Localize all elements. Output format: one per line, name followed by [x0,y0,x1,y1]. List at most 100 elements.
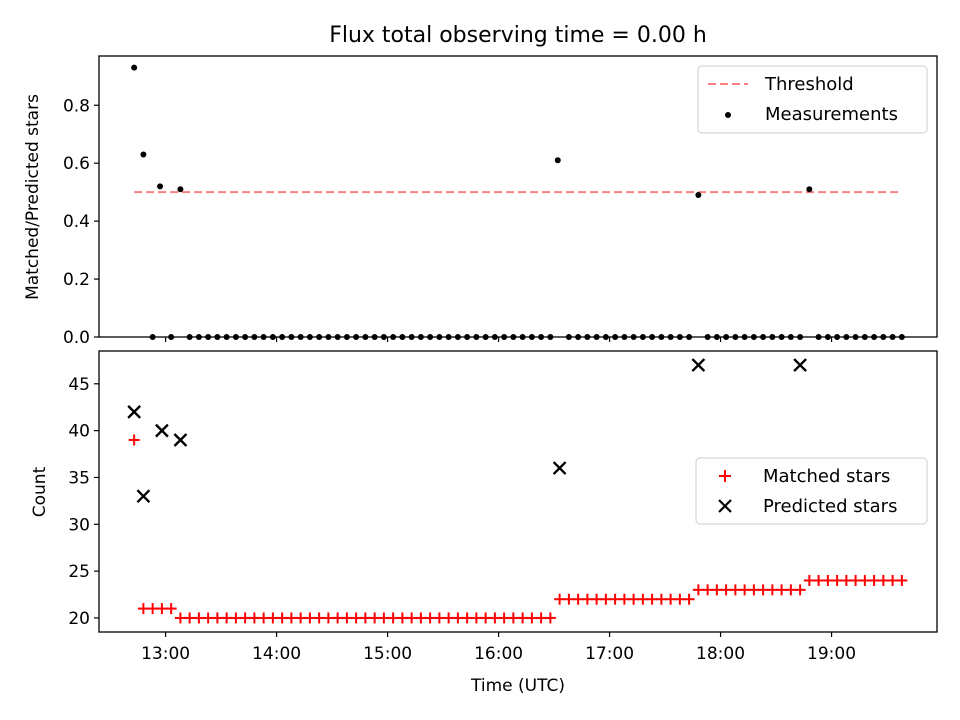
matched-star-point [165,603,177,615]
matched-star-point [443,612,455,624]
matched-star-point [258,612,270,624]
x-tick-label: 14:00 [252,644,301,664]
matched-star-point [850,574,862,586]
matched-star-point [489,612,501,624]
matched-star-point [295,612,307,624]
predicted-star-point [155,423,169,438]
bottom-y-tick-label: 25 [68,562,90,582]
x-tick-label: 17:00 [585,644,634,664]
matched-star-point [859,574,871,586]
matched-star-point [341,612,353,624]
matched-star-point [498,612,510,624]
bottom-axes-frame [98,350,938,633]
matched-star-point [313,612,325,624]
matched-star-point [877,574,889,586]
matched-star-point [211,612,223,624]
bottom-plot-area [127,358,908,624]
matched-star-point [840,574,852,586]
x-tick-label: 15:00 [363,644,412,664]
matched-star-point [794,584,806,596]
predicted-star-point [793,358,807,372]
predicted-star-point [552,461,567,475]
predicted-star-point [691,358,706,372]
matched-star-point [720,584,732,596]
matched-star-point [739,584,751,596]
x-axis-label: Time (UTC) [470,676,565,696]
matched-star-point [406,612,418,624]
matched-star-point [554,593,566,605]
matched-star-point [480,612,492,624]
matched-star-point [785,584,797,596]
matched-star-point [674,593,686,605]
bottom-legend: Matched stars Predicted stars [695,457,928,525]
top-x-ticks [165,337,833,342]
top-y-tick-label: 0.2 [63,270,90,290]
bottom-y-tick-label: 35 [68,468,90,488]
predicted-star-point [136,489,151,504]
chart-title: Flux total observing time = 0.00 h [329,23,707,48]
legend-matched-swatch [719,470,731,482]
bottom-y-ticks: 20 25 30 35 40 45 [68,375,99,629]
bottom-x-ticks: 13:00 14:00 15:00 16:00 17:00 18:00 19:00 [141,632,856,664]
matched-star-point [276,612,288,624]
matched-star-point [831,574,843,586]
top-legend-box [697,65,928,134]
measurement-point [157,183,164,190]
matched-star-point [581,593,593,605]
top-panel: 0.00.20.40.60.8 Matched/Predicted stars … [23,55,938,348]
matched-star-point [415,612,427,624]
matched-star-point [369,612,381,624]
matched-star-point [646,593,658,605]
matched-star-point [285,612,297,624]
legend-measurements-label: Measurements [765,104,898,125]
matched-star-point [729,584,741,596]
bottom-y-tick-label: 20 [68,609,90,629]
matched-star-point [702,584,714,596]
top-y-tick-label: 0.8 [63,96,90,116]
matched-star-point [600,593,612,605]
measurement-point [131,64,138,71]
bottom-panel: 20 25 30 35 40 45 13:00 14:00 15:00 16:00 17:00 18… [30,350,938,696]
bottom-y-axis-label: Count [30,466,50,517]
matched-star-point [563,593,575,605]
matched-star-point [517,612,529,624]
matched-star-point [507,612,519,624]
legend-measurements-swatch [725,112,731,118]
matched-star-point [350,612,362,624]
matched-star-point [147,603,159,615]
matched-star-point [396,612,408,624]
top-y-tick-label: 0.4 [63,212,90,232]
matched-star-point [628,593,640,605]
legend-threshold-label: Threshold [764,74,854,95]
matched-star-point [137,603,149,615]
matched-star-point [304,612,316,624]
top-y-tick-label: 0.6 [63,154,90,174]
matched-star-point [637,593,649,605]
matched-star-point [267,612,279,624]
matched-star-point [248,612,260,624]
predicted-star-point [127,405,141,419]
matched-star-point [461,612,473,624]
x-tick-label: 18:00 [696,644,745,664]
measurement-point [554,157,561,164]
matched-star-point [655,593,667,605]
matched-star-point [526,612,538,624]
matched-star-point [424,612,436,624]
matched-star-point [822,574,834,586]
matched-star-point [868,574,880,586]
x-tick-label: 19:00 [807,644,856,664]
matched-star-point [433,612,445,624]
matched-star-point [230,612,242,624]
matched-star-point [221,612,233,624]
matched-star-point [452,612,464,624]
bottom-legend-box [695,457,928,525]
matched-star-point [572,593,584,605]
matched-star-point [535,612,547,624]
matched-star-point [332,612,344,624]
matched-star-point [591,593,603,605]
matched-star-point [748,584,760,596]
matched-star-point [193,612,205,624]
top-axes-frame [98,55,938,338]
matched-star-point [813,574,825,586]
